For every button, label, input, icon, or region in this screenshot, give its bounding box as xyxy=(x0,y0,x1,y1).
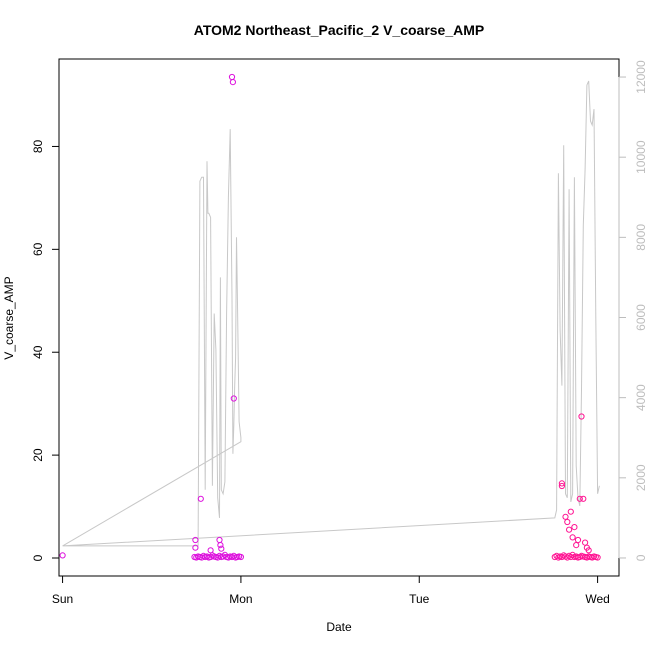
data-point xyxy=(569,534,576,541)
y2-tick-label: 4000 xyxy=(634,384,648,411)
data-point xyxy=(566,526,573,533)
y-tick-label: 40 xyxy=(31,345,45,359)
x-axis: Sun Mon Tue Wed xyxy=(52,575,610,606)
data-point xyxy=(216,536,223,544)
data-point xyxy=(217,542,224,549)
data-point xyxy=(207,547,214,554)
data-point xyxy=(562,513,569,520)
data-point xyxy=(571,524,578,531)
data-point xyxy=(578,413,585,420)
y-axis-label: V_coarse_AMP xyxy=(2,276,16,359)
data-point xyxy=(59,552,66,559)
data-point xyxy=(573,542,580,549)
data-point xyxy=(192,544,199,551)
data-point xyxy=(229,79,236,86)
y-axis: 0 20 40 60 80 xyxy=(31,139,60,561)
series-line xyxy=(62,80,600,547)
data-point xyxy=(237,553,244,561)
y2-tick-label: 2000 xyxy=(634,464,648,491)
data-point xyxy=(230,395,237,402)
y2-tick-label: 0 xyxy=(634,554,648,561)
x-tick-label: Wed xyxy=(585,592,609,606)
data-point xyxy=(228,73,236,81)
x-tick-label: Mon xyxy=(229,592,252,606)
x-axis-label: Date xyxy=(326,620,352,634)
data-point xyxy=(594,554,601,561)
y2-tick-label: 6000 xyxy=(634,304,648,331)
y2-tick-label: 12000 xyxy=(634,60,648,94)
x-tick-label: Sun xyxy=(52,592,73,606)
data-point xyxy=(582,539,589,546)
data-point xyxy=(576,495,583,502)
data-point xyxy=(564,554,571,561)
data-point xyxy=(567,508,574,515)
data-point xyxy=(197,495,204,502)
data-point xyxy=(558,480,566,487)
chart-title: ATOM2 Northeast_Pacific_2 V_coarse_AMP xyxy=(194,22,485,38)
series-line-layer xyxy=(62,80,600,547)
data-point xyxy=(192,536,199,544)
data-point xyxy=(585,547,592,554)
y2-axis: 0 2000 4000 6000 8000 10000 12000 xyxy=(618,60,648,561)
y2-tick-label: 8000 xyxy=(634,224,648,251)
x-tick-label: Tue xyxy=(409,592,430,606)
y-tick-label: 80 xyxy=(31,139,45,153)
data-point xyxy=(574,536,582,544)
y2-tick-label: 10000 xyxy=(634,140,648,174)
y-tick-label: 20 xyxy=(31,448,45,462)
y-tick-label: 0 xyxy=(31,554,45,561)
y-tick-label: 60 xyxy=(31,242,45,256)
data-point xyxy=(558,482,566,490)
data-point xyxy=(580,495,587,502)
data-point xyxy=(564,518,571,526)
data-point xyxy=(218,545,225,552)
series-points-layer xyxy=(59,73,601,561)
